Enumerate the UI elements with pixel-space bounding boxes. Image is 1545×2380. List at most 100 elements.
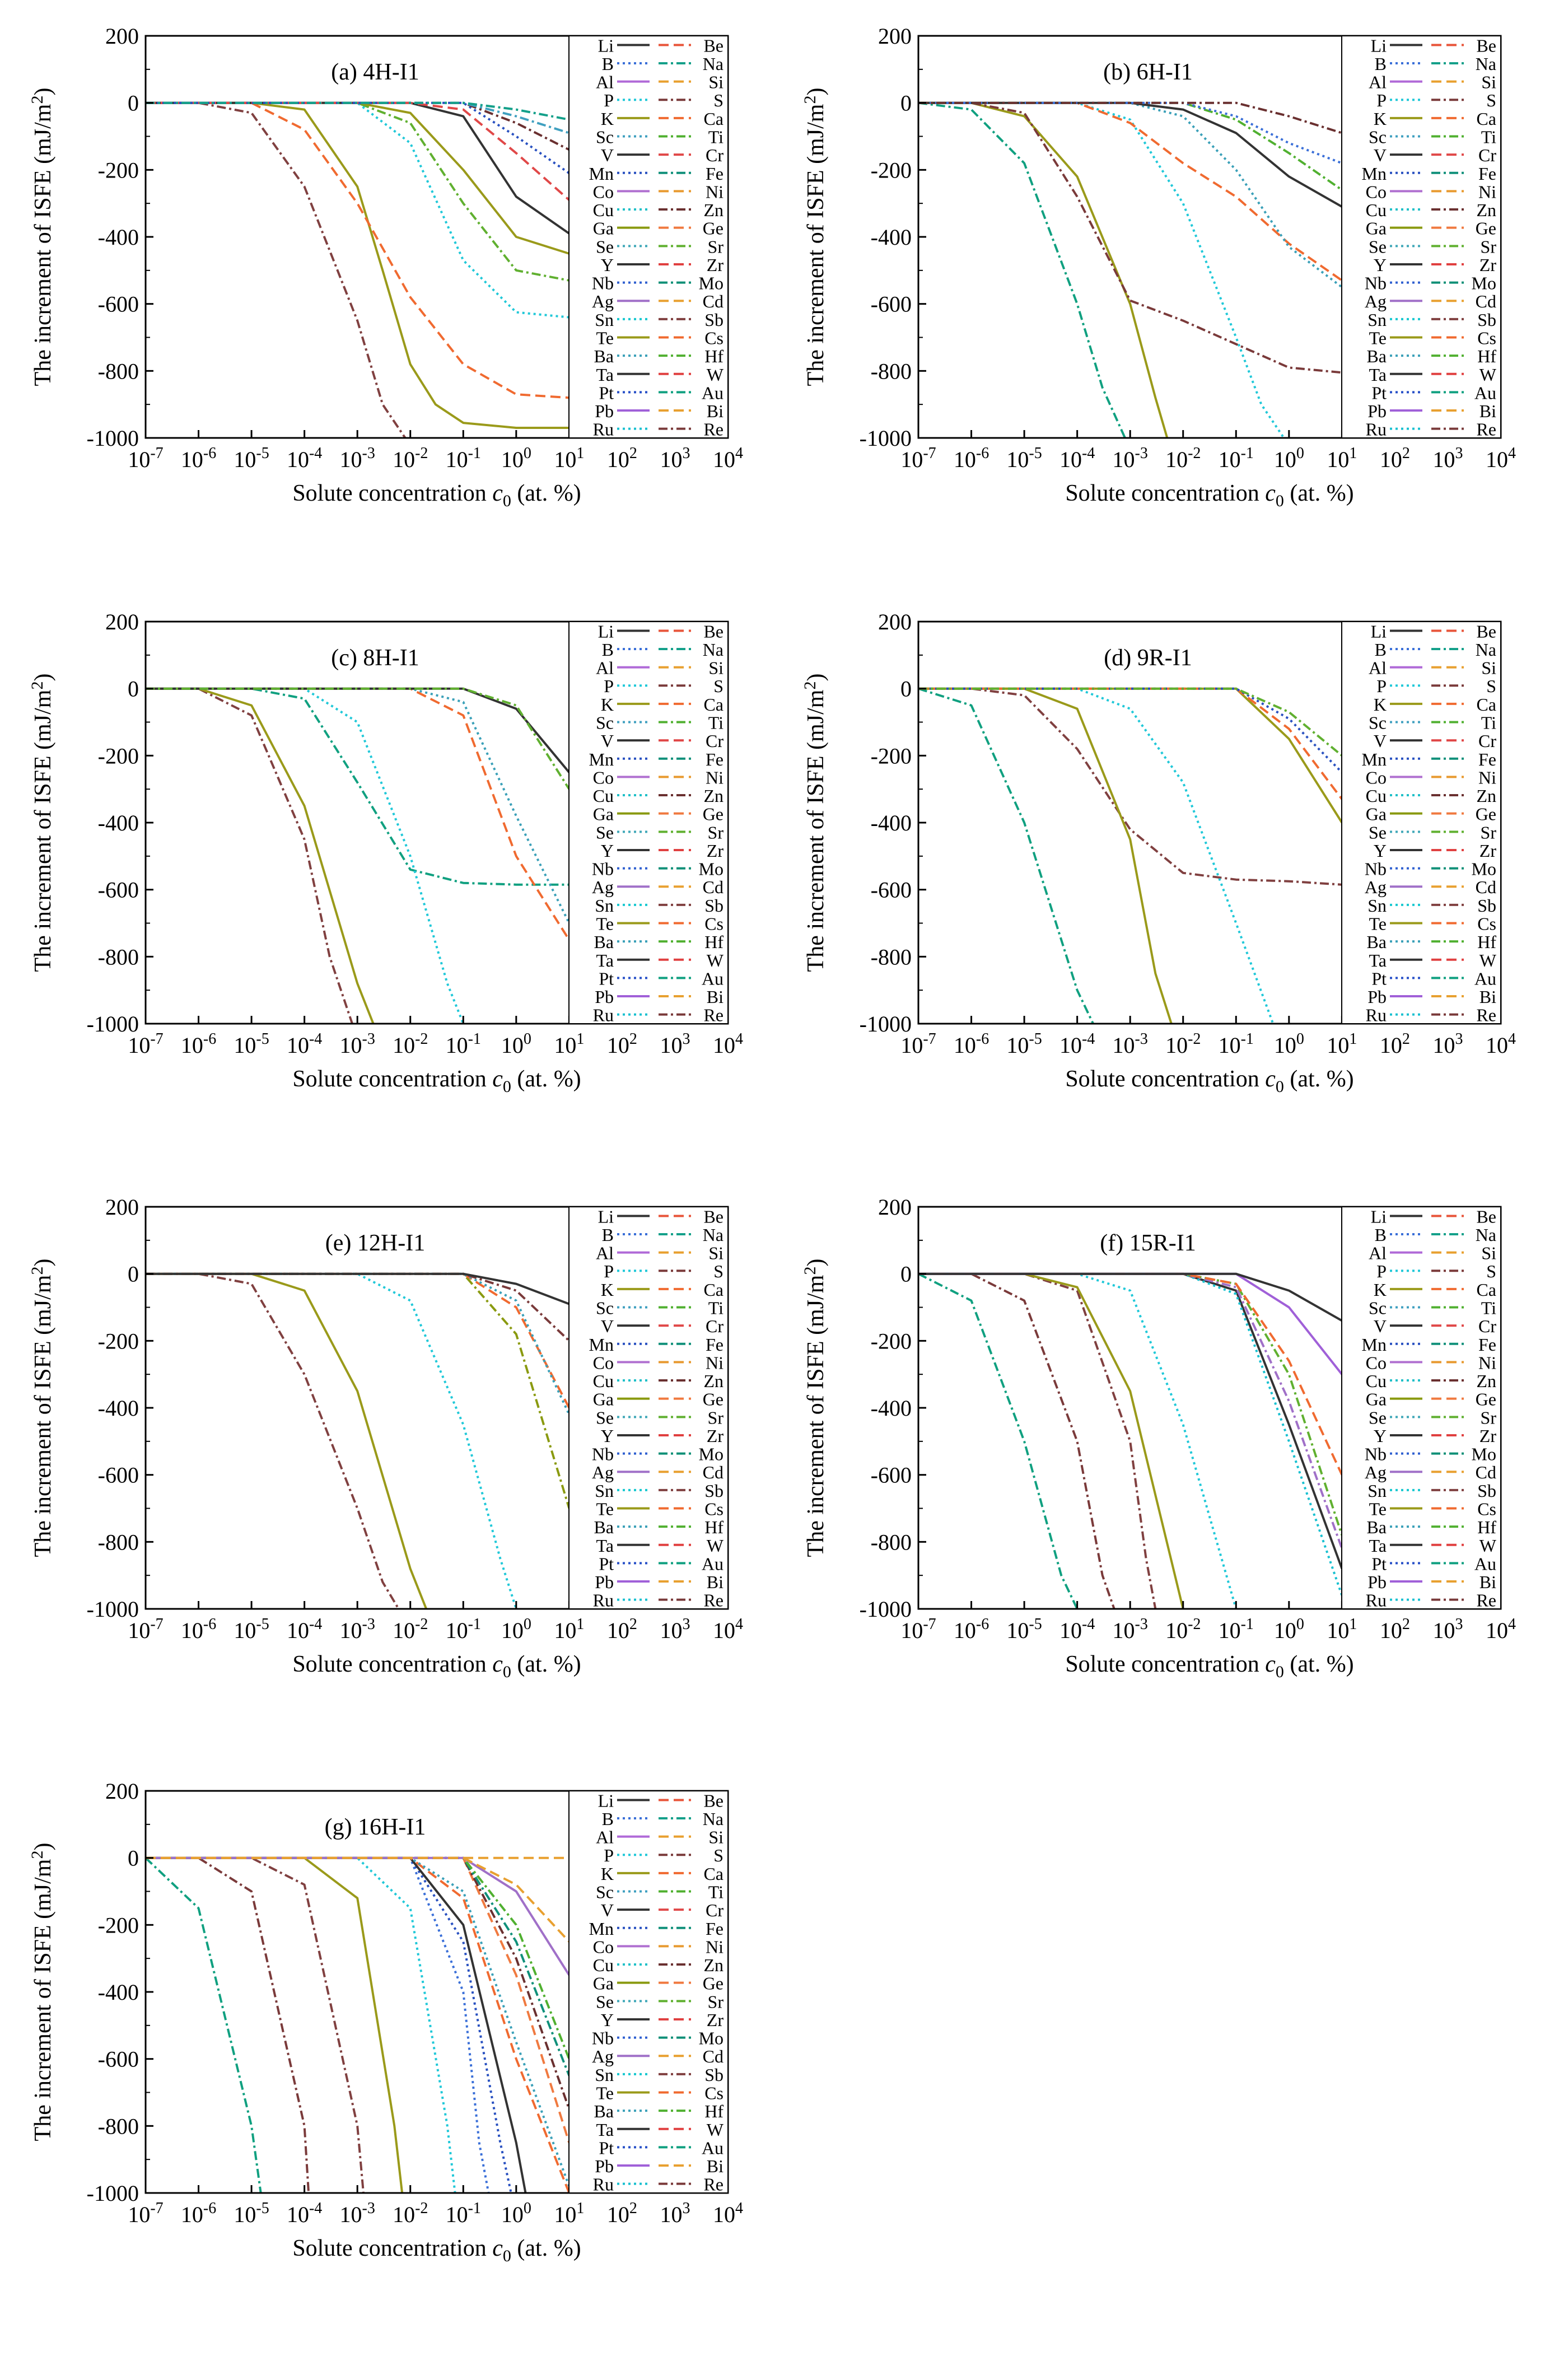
legend-label-Re: Re bbox=[703, 2174, 724, 2195]
y-axis-label: The increment of ISFE (mJ/m2) bbox=[801, 1259, 829, 1557]
series-line-Ag bbox=[146, 1856, 571, 1976]
y-tick-label: -600 bbox=[98, 1463, 139, 1488]
legend-label-Si: Si bbox=[708, 1243, 724, 1263]
series-line-Te bbox=[918, 1272, 1184, 1609]
legend-label-Li: Li bbox=[1371, 621, 1387, 641]
legend-label-Ca: Ca bbox=[703, 694, 724, 715]
x-tick-label: 10-3 bbox=[340, 1030, 375, 1058]
legend-label-Al: Al bbox=[1369, 658, 1387, 678]
legend-label-Mn: Mn bbox=[589, 1919, 614, 1939]
x-tick-label: 104 bbox=[1486, 1030, 1516, 1058]
series-line-P bbox=[146, 1856, 456, 2193]
x-tick-label: 10-4 bbox=[287, 445, 322, 472]
x-tick-label: 104 bbox=[713, 445, 743, 472]
legend-label-B: B bbox=[602, 1809, 614, 1829]
legend-label-Ru: Ru bbox=[593, 1590, 614, 1611]
y-tick-label: 200 bbox=[105, 609, 139, 634]
legend-label-Ga: Ga bbox=[1366, 1389, 1387, 1410]
legend-label-Nb: Nb bbox=[592, 859, 614, 879]
chart-title: (g) 16H-I1 bbox=[325, 1814, 426, 1840]
x-tick-label: 10-5 bbox=[234, 2200, 269, 2227]
legend-label-K: K bbox=[1374, 109, 1387, 129]
y-tick-label: 200 bbox=[878, 24, 912, 49]
chart-title: (b) 6H-I1 bbox=[1103, 59, 1193, 85]
x-tick-label: 10-2 bbox=[1165, 1616, 1201, 1643]
series-line-Hf bbox=[918, 101, 1343, 191]
y-tick-label: -400 bbox=[871, 225, 912, 250]
y-tick-label: -200 bbox=[98, 743, 139, 768]
legend-label-Mn: Mn bbox=[589, 749, 614, 769]
series-line-Sb bbox=[146, 687, 353, 1024]
legend-label-Y: Y bbox=[601, 1426, 614, 1446]
legend-label-Ca: Ca bbox=[1476, 1280, 1496, 1300]
legend-label-Ba: Ba bbox=[1366, 1517, 1387, 1537]
legend-label-Na: Na bbox=[703, 54, 724, 74]
legend-label-Zr: Zr bbox=[1479, 1426, 1497, 1446]
legend-label-Ni: Ni bbox=[706, 1352, 724, 1373]
x-tick-label: 10-7 bbox=[128, 2200, 163, 2227]
y-tick-label: -400 bbox=[98, 810, 139, 836]
legend-label-Sn: Sn bbox=[595, 310, 614, 330]
x-tick-label: 10-1 bbox=[1219, 445, 1254, 472]
x-tick-label: 10-3 bbox=[340, 1616, 375, 1643]
legend-label-Au: Au bbox=[1474, 382, 1496, 403]
x-tick-label: 10-5 bbox=[1006, 1030, 1042, 1058]
legend-label-P: P bbox=[1376, 90, 1387, 110]
legend-label-Ca: Ca bbox=[1476, 694, 1496, 715]
legend-label-Se: Se bbox=[596, 822, 614, 842]
legend-label-Ta: Ta bbox=[596, 2120, 614, 2140]
x-axis-label: Solute concentration c0 (at. %) bbox=[292, 1651, 581, 1681]
x-tick-label: 10-5 bbox=[234, 1616, 269, 1643]
legend-label-Si: Si bbox=[708, 1827, 724, 1847]
legend-label-S: S bbox=[1486, 676, 1496, 696]
legend-label-P: P bbox=[604, 1261, 614, 1281]
legend-label-Si: Si bbox=[1481, 658, 1496, 678]
legend-label-Te: Te bbox=[596, 914, 614, 934]
legend-label-Ru: Ru bbox=[1366, 1590, 1387, 1611]
legend-label-Sn: Sn bbox=[1367, 1481, 1387, 1501]
y-tick-label: -1000 bbox=[860, 1597, 912, 1622]
series-line-B bbox=[918, 101, 1343, 165]
y-tick-label: 0 bbox=[128, 676, 139, 702]
legend-label-S: S bbox=[1486, 1261, 1496, 1281]
x-tick-label: 10-5 bbox=[234, 445, 269, 472]
legend-label-Te: Te bbox=[596, 1499, 614, 1519]
legend-label-Pb: Pb bbox=[1367, 401, 1387, 421]
legend-label-Se: Se bbox=[596, 1991, 614, 2012]
legend-box bbox=[568, 1790, 729, 2194]
y-tick-label: -200 bbox=[871, 743, 912, 768]
legend-label-Nb: Nb bbox=[592, 1444, 614, 1464]
legend-label-S: S bbox=[713, 1261, 724, 1281]
series-line-Ba bbox=[146, 1856, 571, 2187]
series-line-Pb bbox=[918, 1272, 1343, 1375]
legend-label-Sc: Sc bbox=[596, 713, 614, 733]
legend-label-Ta: Ta bbox=[596, 1536, 614, 1556]
series-group bbox=[146, 101, 570, 438]
x-tick-label: 10-5 bbox=[1006, 1616, 1042, 1643]
legend-label-Zn: Zn bbox=[1476, 200, 1496, 220]
legend-label-Cs: Cs bbox=[704, 2083, 724, 2103]
legend-label-V: V bbox=[601, 1316, 614, 1336]
y-tick-label: -600 bbox=[871, 1463, 912, 1488]
y-tick-label: -400 bbox=[871, 810, 912, 836]
legend-label-Zr: Zr bbox=[707, 255, 724, 275]
legend-label-V: V bbox=[1374, 731, 1387, 751]
series-line-Cr bbox=[146, 101, 570, 201]
chart-title: (a) 4H-I1 bbox=[331, 59, 419, 85]
legend-label-V: V bbox=[1374, 1316, 1387, 1336]
legend-label-Re: Re bbox=[1476, 1590, 1496, 1611]
x-tick-label: 101 bbox=[1327, 1616, 1357, 1643]
legend-label-Bi: Bi bbox=[707, 987, 724, 1007]
x-tick-label: 104 bbox=[713, 1616, 743, 1643]
legend-label-Sn: Sn bbox=[595, 895, 614, 916]
legend-label-Cd: Cd bbox=[703, 877, 724, 897]
legend-label-Sb: Sb bbox=[704, 1481, 724, 1501]
y-tick-label: -1000 bbox=[860, 1011, 912, 1037]
y-tick-label: 0 bbox=[900, 1262, 912, 1287]
y-tick-label: -1000 bbox=[87, 426, 139, 451]
y-tick-label: -200 bbox=[871, 157, 912, 183]
legend-label-Al: Al bbox=[596, 1827, 614, 1847]
legend-label-Cu: Cu bbox=[593, 786, 614, 806]
